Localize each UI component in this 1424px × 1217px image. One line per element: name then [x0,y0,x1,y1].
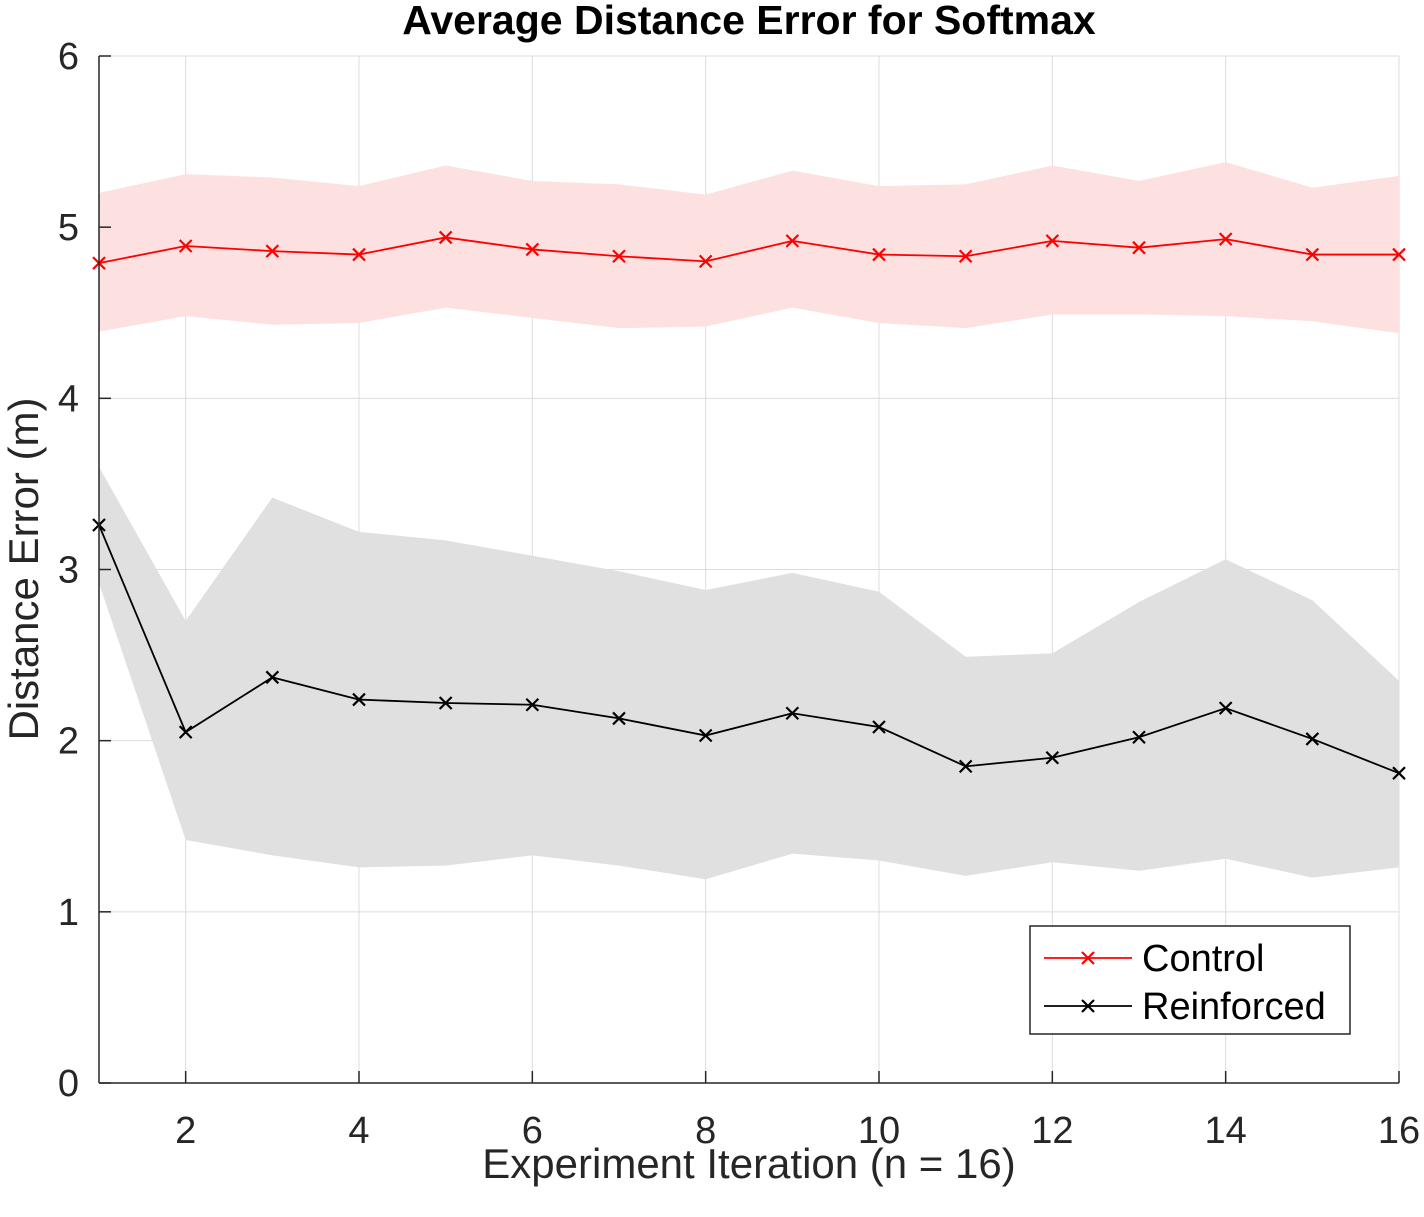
point-reinforced [525,697,540,712]
point-control [872,247,886,262]
point-control [178,239,193,253]
point-reinforced [1045,751,1060,765]
band-control [99,162,1399,334]
line-reinforced [98,524,1400,775]
point-reinforced [612,711,626,726]
point-reinforced [1305,732,1320,746]
y-tick-label: 4 [58,378,79,420]
legend-label-control: Control [1142,938,1265,980]
point-reinforced [1132,730,1146,745]
point-reinforced [785,706,800,721]
point-control [612,249,626,264]
x-tick-label: 8 [695,1110,716,1152]
x-tick-label: 10 [858,1110,900,1152]
point-control [438,230,453,245]
point-control [1132,240,1146,255]
legend-box [1029,925,1351,1035]
point-control [1045,234,1060,248]
point-control [698,254,713,269]
legend-label-reinforced: Reinforced [1142,986,1326,1028]
point-control [1392,247,1406,262]
x-tick-label: 2 [175,1110,196,1152]
x-tick-label: 6 [522,1110,543,1152]
point-reinforced [1218,701,1233,715]
axes [98,55,1400,1084]
y-tick-label: 3 [58,550,79,592]
point-reinforced [698,728,713,743]
x-tick-label: 14 [1205,1110,1247,1152]
y-tick-label: 2 [58,721,79,763]
y-tick-label: 1 [58,892,79,934]
point-control [352,247,366,262]
point-control [1305,247,1320,262]
confidence-bands [99,162,1399,880]
point-reinforced [872,720,886,734]
x-tick-label: 12 [1031,1110,1073,1152]
x-axis-label: Experiment Iteration (n = 16) [482,1140,1015,1187]
point-reinforced [352,692,366,707]
point-reinforced [958,759,973,774]
y-tick-label: 6 [58,36,79,78]
point-reinforced [265,670,280,685]
legend: Control Reinforced [1029,925,1351,1035]
point-control [265,244,280,258]
legend-marker-control [1081,951,1095,965]
series-lines [92,230,1406,780]
band-reinforced [99,466,1399,880]
chart-title: Average Distance Error for Softmax [402,0,1096,43]
point-control [1218,232,1233,246]
point-reinforced [438,696,453,710]
point-reinforced [178,725,193,739]
x-tick-label: 16 [1378,1110,1420,1152]
x-tick-label: 4 [348,1110,369,1152]
point-reinforced [1392,766,1406,780]
point-control [958,249,973,264]
point-control [785,234,800,248]
line-control [98,236,1399,264]
legend-marker-reinforced [1081,999,1095,1013]
y-tick-label: 5 [58,207,79,249]
y-axis-label: Distance Error (m) [0,397,47,740]
point-control [525,242,540,257]
y-tick-label: 0 [58,1063,79,1105]
